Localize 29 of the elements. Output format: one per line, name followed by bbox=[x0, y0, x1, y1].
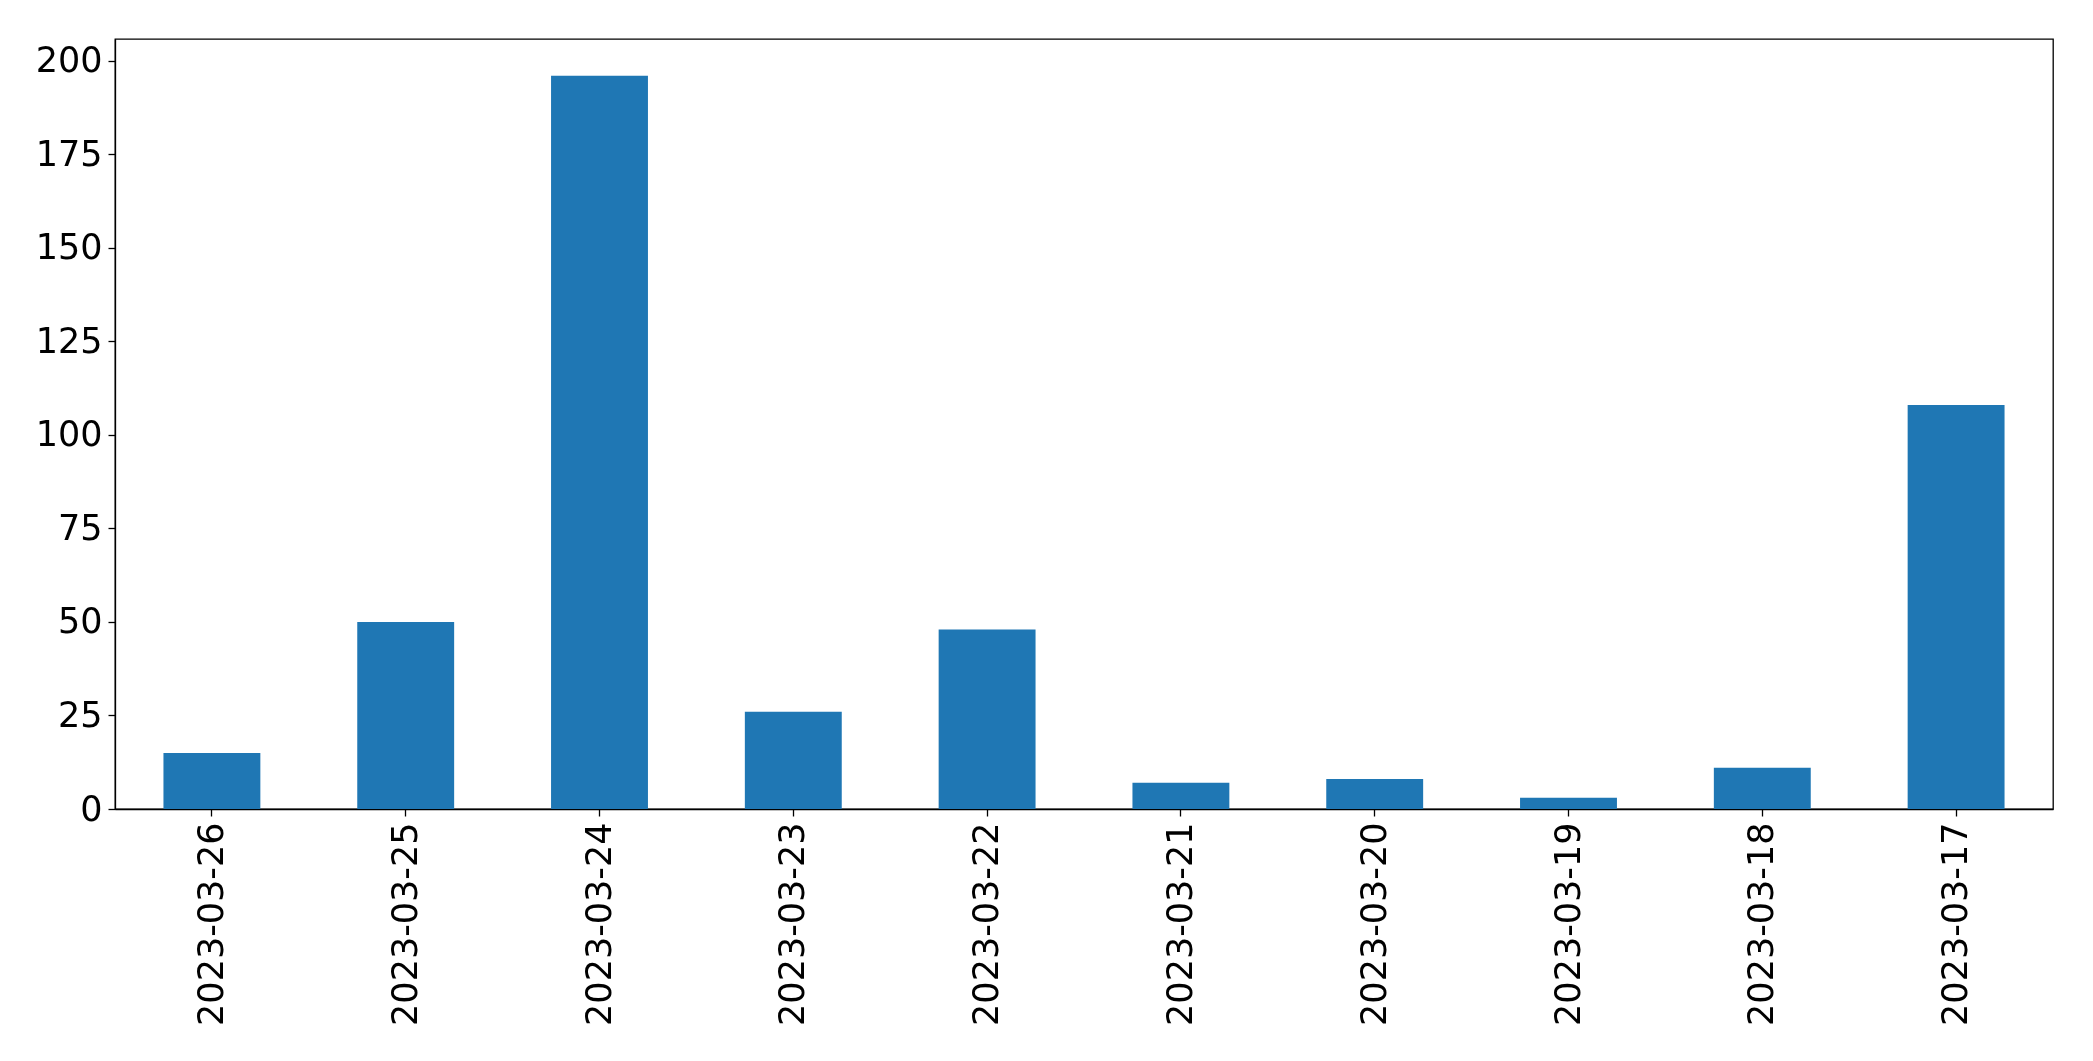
y-tick-label: 150 bbox=[35, 227, 103, 268]
x-tick-label: 2023-03-26 bbox=[190, 822, 231, 1026]
bar bbox=[1520, 797, 1617, 809]
x-tick-label: 2023-03-19 bbox=[1547, 822, 1588, 1026]
bar bbox=[938, 629, 1036, 809]
y-tick-label: 25 bbox=[57, 694, 103, 735]
y-tick-label: 100 bbox=[35, 414, 103, 455]
bar bbox=[1132, 782, 1230, 809]
bar bbox=[163, 752, 261, 809]
bar bbox=[744, 711, 842, 809]
bar bbox=[1326, 779, 1424, 809]
y-tick-label: 75 bbox=[57, 507, 103, 548]
x-tick-label: 2023-03-21 bbox=[1159, 822, 1200, 1026]
x-tick-label: 2023-03-23 bbox=[772, 822, 813, 1026]
bar bbox=[1713, 767, 1811, 809]
bar bbox=[551, 75, 648, 809]
bar bbox=[357, 621, 455, 809]
x-tick-label: 2023-03-25 bbox=[384, 822, 425, 1026]
x-tick-label: 2023-03-22 bbox=[966, 822, 1007, 1026]
y-tick-label: 50 bbox=[57, 601, 103, 642]
x-tick-label: 2023-03-18 bbox=[1741, 822, 1782, 1026]
y-tick-label: 0 bbox=[80, 788, 103, 829]
x-tick-label: 2023-03-17 bbox=[1935, 822, 1976, 1026]
bar bbox=[1907, 404, 2005, 809]
y-tick-label: 125 bbox=[35, 320, 103, 361]
x-tick-label: 2023-03-20 bbox=[1353, 822, 1394, 1026]
y-tick-label: 200 bbox=[35, 40, 103, 81]
y-tick-label: 175 bbox=[35, 133, 103, 174]
x-tick-label: 2023-03-24 bbox=[578, 822, 619, 1026]
